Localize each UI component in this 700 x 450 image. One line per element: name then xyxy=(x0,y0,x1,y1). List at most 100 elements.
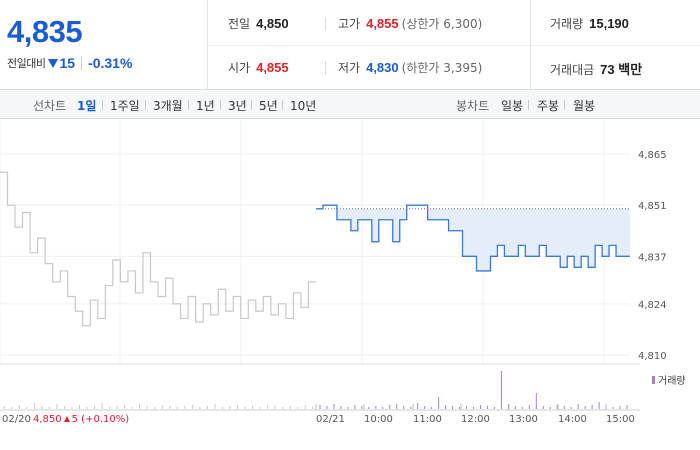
x-label-1500: 15:00 xyxy=(606,414,635,425)
volume-bar-today-6 xyxy=(361,406,363,409)
divider xyxy=(102,100,103,110)
volume-bar-prev-13 xyxy=(101,403,103,409)
volume-bar-today-34 xyxy=(556,405,558,409)
volume-bar-prev-4 xyxy=(33,403,35,409)
x-label-1200: 12:00 xyxy=(461,414,490,425)
volume-bar-prev-38 xyxy=(289,406,291,409)
volume-bar-today-19 xyxy=(452,406,454,409)
high-value: 4,855 xyxy=(366,16,399,31)
period-3y[interactable]: 3년 xyxy=(228,99,247,113)
up-triangle-icon xyxy=(63,416,70,422)
open-value: 4,855 xyxy=(256,60,289,75)
volume-bar-prev-19 xyxy=(146,406,148,409)
volume-bar-today-38 xyxy=(584,406,586,409)
y-axis-ticks: 4,865 4,851 4,837 4,824 4,810 xyxy=(638,150,667,362)
period-1d[interactable]: 1일 xyxy=(77,99,97,113)
low-cell: 저가 4,830 (하한가 3,395) xyxy=(338,59,482,76)
divider xyxy=(564,100,565,110)
high-label: 고가 xyxy=(338,17,361,31)
volume-bar-today-27 xyxy=(507,404,509,409)
x-label-1300: 13:00 xyxy=(509,414,538,425)
volume-bar-prev-5 xyxy=(41,406,43,409)
volume-bar-prev-7 xyxy=(56,404,58,409)
prev-day-change: 5 (+0.10%) xyxy=(71,414,130,425)
volume-bar-today-22 xyxy=(473,407,474,409)
candle-chart-label: 봉차트 xyxy=(456,99,490,113)
volume-bar-today-1 xyxy=(326,406,328,409)
volume-bar-prev-15 xyxy=(116,406,118,409)
period-3m[interactable]: 3개월 xyxy=(153,99,183,113)
volume-bar-today-26 xyxy=(500,371,502,409)
volume-bar-today-39 xyxy=(591,405,593,409)
line-chart-label: 선차트 xyxy=(33,99,67,113)
volume-bar-today-20 xyxy=(459,407,461,409)
x-axis-ticks xyxy=(315,404,607,410)
volume-label: 거래량 xyxy=(550,17,584,31)
volume-bar-today-17 xyxy=(438,397,440,409)
series-today-line xyxy=(316,204,630,272)
divider xyxy=(220,100,221,110)
volume-bar-prev-24 xyxy=(184,406,186,409)
volume-bar-prev-41 xyxy=(312,406,314,409)
prev-day-info: 4,850 5 (+0.10%) xyxy=(33,414,129,425)
low-value: 4,830 xyxy=(366,60,399,75)
volume-bar-today-43 xyxy=(619,406,621,409)
volume-bar-prev-22 xyxy=(169,406,171,409)
prev-day-price: 4,850 xyxy=(33,414,62,425)
volume-bar-today-42 xyxy=(612,407,614,409)
price-chart: 4,865 4,851 4,837 4,824 4,810 xyxy=(0,120,667,411)
series-prev-day-line xyxy=(0,171,316,327)
volume-bar-prev-18 xyxy=(139,404,141,409)
volume-bar-today-13 xyxy=(410,407,412,409)
volume-bar-today-3 xyxy=(340,406,342,409)
volume-bar-today-0 xyxy=(319,405,321,409)
lower-limit: (하한가 3,395) xyxy=(401,61,483,75)
divider xyxy=(145,100,146,110)
volume-bar-prev-1 xyxy=(11,407,13,409)
open-cell: 시가 4,855 xyxy=(228,59,289,76)
volume-bar-prev-11 xyxy=(86,407,88,409)
candle-monthly[interactable]: 월봉 xyxy=(573,99,596,113)
volume-legend-label: 거래량 xyxy=(658,376,686,387)
open-label: 시가 xyxy=(228,61,251,75)
x-label-1400: 14:00 xyxy=(558,414,587,425)
period-toolbar: 선차트 1일 1주일 3개월 1년 3년 5년 10년 봉차트 일봉 주봉 월봉 xyxy=(0,90,700,119)
volume-bar-prev-23 xyxy=(176,407,178,409)
volume-bar-prev-29 xyxy=(221,407,223,409)
period-10y[interactable]: 10년 xyxy=(290,99,317,113)
prev-close-value: 4,850 xyxy=(256,16,289,31)
volume-legend-swatch xyxy=(652,376,655,384)
prev-close-label: 전일 xyxy=(228,17,251,31)
current-price: 4,835 xyxy=(7,14,83,49)
volume-bar-prev-34 xyxy=(259,407,261,409)
volume-bar-today-40 xyxy=(598,402,600,409)
volume-bar-today-37 xyxy=(577,404,579,409)
period-1w[interactable]: 1주일 xyxy=(110,99,140,113)
volume-bar-today-32 xyxy=(542,406,544,409)
volume-bar-today-25 xyxy=(493,407,495,409)
volume-bar-prev-31 xyxy=(237,405,238,409)
period-1y[interactable]: 1년 xyxy=(196,99,215,113)
volume-bar-today-18 xyxy=(445,405,447,409)
volume-bar-today-14 xyxy=(417,403,419,409)
volume-bar-prev-6 xyxy=(48,407,50,409)
amount-label: 거래대금 xyxy=(550,63,595,77)
candle-daily[interactable]: 일봉 xyxy=(501,99,524,113)
today-fill-area xyxy=(316,208,630,271)
period-5y[interactable]: 5년 xyxy=(259,99,278,113)
volume-bar-today-35 xyxy=(563,406,565,409)
volume-bar-today-30 xyxy=(528,405,530,409)
volume-bar-prev-37 xyxy=(282,407,284,409)
volume-bar-today-36 xyxy=(570,407,572,409)
volume-bar-today-15 xyxy=(424,406,426,409)
row-divider xyxy=(208,45,700,46)
volume-bar-today-29 xyxy=(521,407,523,409)
current-price-box: 4,835 전일대비 15 -0.31% xyxy=(0,0,208,90)
volume-bar-prev-20 xyxy=(154,407,156,409)
volume-bar-prev-33 xyxy=(252,406,254,409)
quote-summary: 4,835 전일대비 15 -0.31% 전일 4,850 고가 4,855 (… xyxy=(0,0,700,90)
volume-cell: 거래량 15,190 xyxy=(550,15,629,32)
amount-cell: 거래대금 73 백만 xyxy=(550,59,642,78)
volume-bar-prev-17 xyxy=(131,407,133,409)
candle-weekly[interactable]: 주봉 xyxy=(537,99,560,113)
